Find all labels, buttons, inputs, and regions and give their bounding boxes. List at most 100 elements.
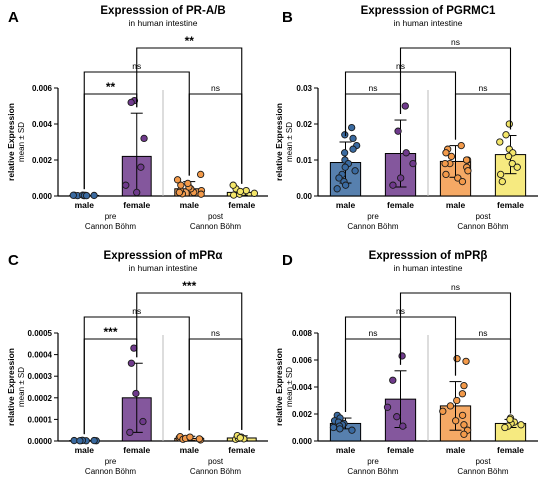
data-point — [175, 188, 184, 197]
data-point — [236, 434, 244, 442]
data-point — [460, 421, 468, 429]
data-point — [197, 190, 205, 198]
y-axis-sublabel: mean ± SD — [17, 122, 26, 162]
data-point — [409, 159, 417, 168]
y-tick-label: 0.02 — [296, 120, 312, 129]
data-point — [90, 436, 98, 445]
data-point — [250, 189, 259, 197]
panel-letter: A — [8, 9, 19, 26]
y-axis-label: relative Expression — [274, 348, 284, 426]
x-tick-label: female — [387, 445, 414, 455]
x-tick-label: male — [446, 445, 466, 455]
y-axis-sublabel: mean ± SD — [17, 367, 26, 407]
significance-bracket — [399, 47, 512, 130]
data-point — [348, 426, 356, 434]
significance-label: ns — [451, 282, 460, 292]
data-point — [498, 177, 506, 186]
data-point — [229, 181, 237, 189]
y-tick-label: 0.0005 — [28, 329, 53, 338]
data-point — [517, 421, 525, 429]
y-tick-label: 0.00 — [296, 192, 312, 201]
data-point — [458, 411, 467, 419]
significance-bracket — [454, 93, 512, 140]
data-point — [458, 177, 467, 186]
y-tick-label: 0.006 — [32, 84, 53, 93]
chart-subtitle: in human intestine — [129, 263, 198, 273]
group-label: pre — [367, 457, 379, 466]
chart-subtitle: in human intestine — [394, 263, 463, 273]
y-tick-label: 0.000 — [292, 437, 313, 446]
significance-bracket — [188, 93, 243, 184]
significance-label: ns — [211, 83, 220, 93]
data-point — [397, 174, 405, 182]
x-tick-label: male — [75, 445, 95, 455]
y-tick-label: 0.004 — [32, 120, 53, 129]
data-point — [393, 413, 401, 421]
data-point — [122, 181, 130, 189]
group-sublabel: Cannon Böhm — [85, 222, 136, 231]
group-label: post — [475, 457, 491, 466]
significance-label: ** — [106, 80, 116, 94]
data-point — [442, 149, 450, 157]
data-point — [501, 423, 509, 432]
data-point — [127, 359, 136, 367]
significance-label: ns — [211, 328, 220, 338]
data-point — [335, 174, 343, 182]
group-sublabel: Cannon Böhm — [347, 222, 398, 231]
data-point — [336, 425, 344, 433]
chart-title: Expresssion of mPRβ — [369, 250, 488, 262]
x-tick-label: male — [446, 200, 466, 210]
y-axis-label: relative Expression — [6, 103, 16, 181]
data-point — [464, 167, 472, 175]
data-point — [462, 357, 470, 365]
x-tick-label: female — [387, 200, 414, 210]
y-tick-label: 0.004 — [292, 383, 313, 392]
data-point — [348, 123, 356, 132]
significance-bracket — [136, 47, 243, 184]
x-tick-label: female — [497, 200, 524, 210]
significance-label: ns — [451, 37, 460, 47]
data-point — [82, 191, 91, 200]
group-label: post — [475, 212, 491, 221]
data-point — [140, 134, 148, 143]
x-tick-label: male — [336, 200, 356, 210]
data-point — [76, 437, 84, 445]
data-point — [460, 430, 468, 438]
data-point — [351, 167, 359, 175]
data-point — [460, 381, 468, 390]
group-sublabel: Cannon Böhm — [457, 467, 508, 476]
significance-bracket — [454, 338, 512, 414]
significance-label: ns — [369, 328, 378, 338]
data-point — [349, 145, 357, 153]
x-tick-label: male — [180, 445, 200, 455]
data-point — [195, 435, 204, 443]
data-point — [441, 159, 449, 168]
group-sublabel: Cannon Böhm — [190, 467, 241, 476]
data-point — [340, 149, 349, 157]
group-sublabel: Cannon Böhm — [457, 222, 508, 231]
data-point — [349, 134, 357, 143]
data-point — [454, 174, 462, 182]
data-point — [173, 176, 182, 184]
y-tick-label: 0.0001 — [28, 415, 53, 424]
x-tick-label: female — [228, 445, 255, 455]
panel-letter: C — [8, 252, 19, 269]
data-point — [329, 423, 338, 432]
data-point — [452, 417, 460, 425]
data-point — [69, 191, 77, 199]
data-point — [401, 102, 409, 110]
data-point — [127, 98, 135, 107]
data-point — [383, 403, 392, 411]
data-point — [137, 163, 145, 171]
data-point — [458, 390, 467, 398]
chart-subtitle: in human intestine — [129, 18, 198, 28]
data-point — [402, 149, 410, 157]
significance-label: ** — [185, 34, 195, 48]
x-tick-label: male — [336, 445, 356, 455]
data-point — [504, 152, 513, 161]
data-point — [399, 422, 407, 430]
chart-title: Expresssion of mPRα — [104, 250, 223, 262]
data-point — [236, 187, 244, 196]
